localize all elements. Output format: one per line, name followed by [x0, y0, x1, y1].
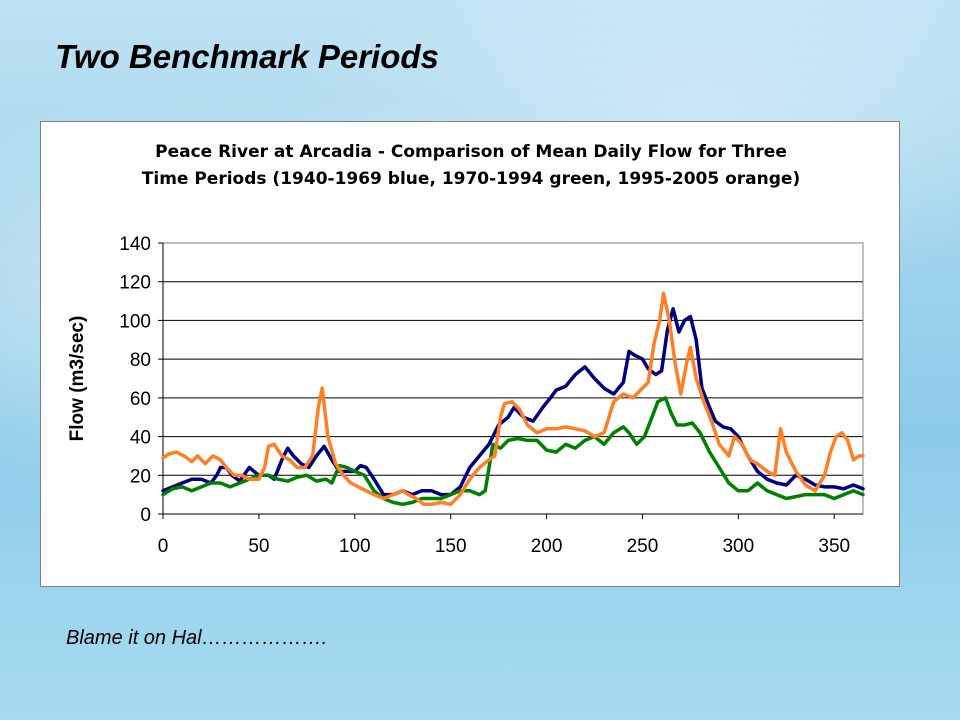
x-tick-label: 350	[818, 536, 850, 557]
chart-title: Peace River at Arcadia - Comparison of M…	[142, 142, 800, 189]
series-line-0	[161, 307, 865, 497]
flow-line-chart: Peace River at Arcadia - Comparison of M…	[67, 142, 865, 557]
y-tick-label: 100	[119, 311, 151, 332]
y-tick-label: 60	[130, 389, 151, 410]
x-tick-label: 250	[627, 536, 659, 557]
slide-title: Two Benchmark Periods	[55, 38, 439, 75]
x-tick-label: 200	[531, 536, 563, 557]
y-tick-label: 40	[130, 428, 151, 449]
slide-caption: Blame it on Hal……………….	[66, 627, 328, 649]
chart-frame: Peace River at Arcadia - Comparison of M…	[40, 121, 900, 587]
y-tick-labels: 0 20 40 60 80 100 120 140	[119, 234, 151, 526]
axes	[158, 242, 863, 519]
y-tick-label: 20	[130, 466, 151, 487]
series-line-1	[161, 396, 865, 507]
y-tick-label: 120	[119, 273, 151, 294]
x-tick-label: 300	[722, 536, 754, 557]
y-axis-label: Flow (m3/sec)	[67, 316, 88, 442]
series-line-2	[161, 291, 865, 507]
y-tick-label: 80	[130, 350, 151, 371]
chart-title-line-1: Peace River at Arcadia - Comparison of M…	[155, 142, 787, 162]
series-lines	[161, 291, 865, 507]
x-tick-label: 150	[435, 536, 467, 557]
y-tick-label: 0	[140, 505, 151, 526]
x-tick-labels: 0 50 100 150 200 250 300 350	[158, 536, 850, 557]
x-tick-label: 0	[158, 536, 169, 557]
chart-title-line-2: Time Periods (1940-1969 blue, 1970-1994 …	[142, 169, 800, 189]
x-tick-label: 50	[248, 536, 269, 557]
x-tick-label: 100	[339, 536, 371, 557]
y-tick-label: 140	[119, 234, 151, 255]
